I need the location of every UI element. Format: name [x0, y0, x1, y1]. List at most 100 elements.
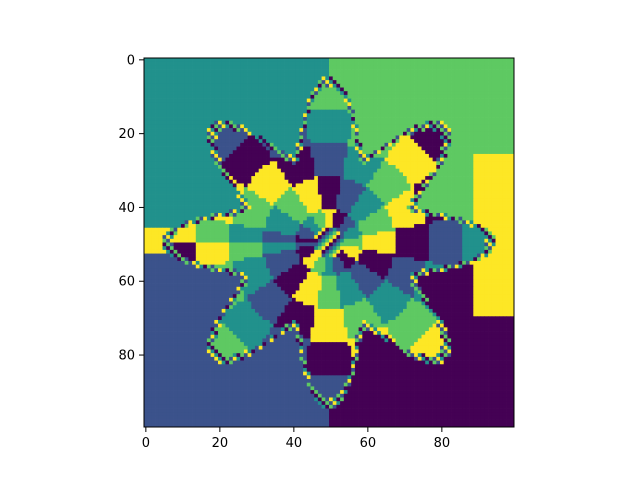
heatmap-cell — [373, 69, 378, 74]
heatmap-cell — [155, 165, 160, 170]
heatmap-cell — [329, 120, 334, 125]
heatmap-cell — [488, 216, 493, 221]
heatmap-cell — [403, 224, 408, 229]
heatmap-cell — [417, 209, 422, 214]
heatmap-cell — [169, 153, 174, 158]
heatmap-cell — [373, 153, 378, 158]
heatmap-cell — [158, 227, 163, 232]
heatmap-cell — [218, 150, 223, 155]
heatmap-cell — [203, 139, 208, 144]
heatmap-cell — [440, 231, 445, 236]
heatmap-cell — [421, 142, 426, 147]
heatmap-cell — [454, 135, 459, 140]
heatmap-cell — [347, 76, 352, 81]
heatmap-cell — [151, 212, 156, 218]
heatmap-cell — [199, 224, 204, 229]
heatmap-cell — [454, 131, 459, 136]
heatmap-cell — [144, 209, 149, 214]
heatmap-cell — [269, 190, 274, 195]
heatmap-cell — [506, 146, 511, 151]
heatmap-cell — [410, 205, 415, 210]
heatmap-cell — [332, 94, 337, 99]
heatmap-cell — [462, 212, 467, 218]
heatmap-cell — [443, 198, 448, 203]
heatmap-cell — [210, 183, 215, 188]
heatmap-cell — [473, 235, 478, 240]
heatmap-cell — [184, 124, 189, 129]
heatmap-cell — [473, 187, 478, 192]
heatmap-cell — [477, 105, 482, 111]
heatmap-cell — [206, 220, 211, 225]
heatmap-cell — [240, 150, 245, 155]
heatmap-cell — [491, 165, 496, 170]
heatmap-cell — [195, 139, 200, 144]
heatmap-cell — [373, 198, 378, 203]
heatmap-cell — [502, 69, 507, 74]
heatmap-cell — [329, 216, 334, 221]
heatmap-cell — [181, 205, 186, 210]
heatmap-cell — [484, 165, 489, 170]
heatmap-cell — [169, 91, 174, 96]
heatmap-cell — [421, 216, 426, 221]
heatmap-cell — [173, 113, 178, 118]
heatmap-cell — [317, 113, 322, 118]
heatmap-cell — [158, 72, 163, 77]
heatmap-cell — [410, 179, 415, 184]
heatmap-cell — [306, 161, 311, 166]
heatmap-cell — [395, 172, 400, 177]
heatmap-cell — [432, 201, 437, 206]
heatmap-cell — [155, 69, 160, 74]
heatmap-cell — [436, 168, 441, 173]
heatmap-cell — [232, 238, 237, 243]
heatmap-cell — [343, 72, 348, 77]
heatmap-cell — [369, 76, 374, 81]
heatmap-cell — [417, 105, 422, 111]
heatmap-cell — [447, 172, 452, 177]
heatmap-cell — [206, 76, 211, 81]
heatmap-cell — [414, 120, 419, 125]
heatmap-cell — [369, 65, 374, 70]
heatmap-cell — [255, 157, 260, 162]
heatmap-cell — [255, 124, 260, 129]
heatmap-cell — [347, 216, 352, 221]
heatmap-cell — [321, 165, 326, 170]
heatmap-cell — [440, 238, 445, 243]
heatmap-cell — [414, 135, 419, 140]
heatmap-cell — [269, 161, 274, 166]
heatmap-cell — [162, 139, 167, 144]
heatmap-cell — [406, 194, 411, 199]
heatmap-cell — [262, 76, 267, 81]
heatmap-cell — [391, 83, 396, 88]
heatmap-cell — [332, 87, 337, 92]
heatmap-cell — [432, 209, 437, 214]
heatmap-cell — [373, 157, 378, 162]
heatmap-cell — [329, 83, 334, 88]
heatmap-cell — [358, 176, 363, 181]
heatmap-cell — [502, 146, 507, 151]
heatmap-cell — [221, 83, 226, 88]
heatmap-cell — [454, 176, 459, 181]
heatmap-cell — [421, 105, 426, 111]
heatmap-cell — [251, 69, 256, 74]
heatmap-cell — [321, 128, 326, 133]
heatmap-cell — [199, 150, 204, 155]
heatmap-cell — [395, 198, 400, 203]
heatmap-cell — [247, 220, 252, 225]
heatmap-cell — [195, 131, 200, 136]
heatmap-cell — [173, 80, 178, 85]
heatmap-cell — [258, 209, 263, 214]
heatmap-cell — [329, 165, 334, 170]
heatmap-cell — [214, 109, 219, 114]
heatmap-cell — [232, 135, 237, 140]
heatmap-cell — [277, 135, 282, 140]
heatmap-cell — [491, 183, 496, 188]
heatmap-cell — [258, 76, 263, 81]
heatmap-cell — [229, 150, 234, 155]
heatmap-cell — [192, 224, 197, 229]
heatmap-cell — [343, 135, 348, 140]
heatmap-cell — [169, 69, 174, 74]
heatmap-cell — [206, 146, 211, 151]
heatmap-cell — [284, 235, 289, 240]
heatmap-cell — [166, 153, 171, 158]
heatmap-cell — [454, 91, 459, 96]
